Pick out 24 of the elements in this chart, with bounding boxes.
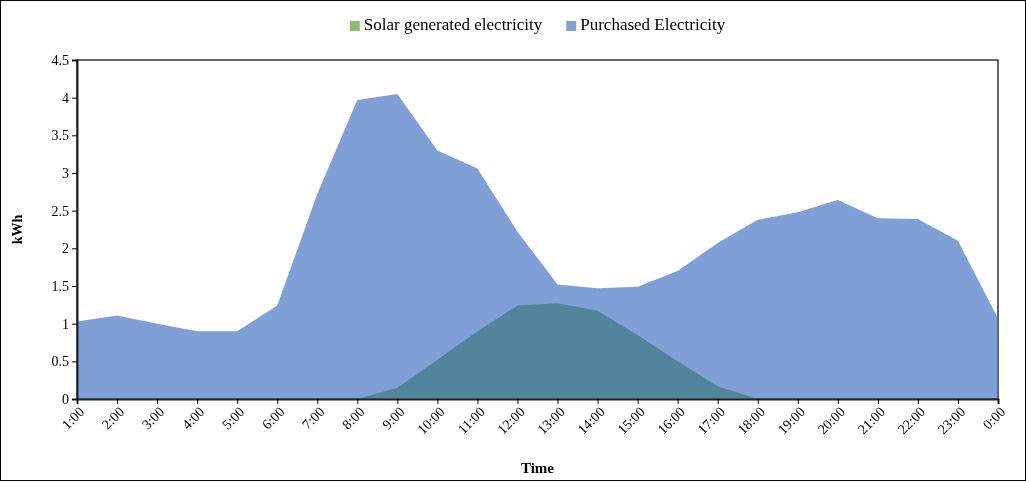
x-tick-label: 8:00 — [339, 404, 368, 433]
x-tick-label: 9:00 — [379, 404, 408, 433]
x-tick-label: 3:00 — [139, 404, 168, 433]
y-tick-label: 4.5 — [51, 52, 69, 68]
x-tick-label: 5:00 — [219, 404, 248, 433]
y-tick-label: 2 — [62, 241, 69, 257]
y-tick-label: 0 — [62, 391, 69, 407]
y-tick-label: 1.5 — [51, 278, 69, 294]
y-tick-label: 2.5 — [51, 203, 69, 219]
legend-label: Solar generated electricity — [363, 15, 543, 34]
y-axis-title: kWh — [10, 214, 25, 245]
x-tick-label: 4:00 — [179, 404, 208, 433]
legend-label: Purchased Electricity — [580, 15, 726, 34]
y-tick-label: 3.5 — [51, 128, 69, 144]
y-tick-label: 0.5 — [51, 354, 69, 370]
y-tick-label: 1 — [62, 316, 69, 332]
y-tick-label: 4 — [62, 90, 69, 106]
x-tick-label: 0:00 — [980, 404, 1009, 433]
x-tick-label: 1:00 — [59, 404, 88, 433]
y-tick-label: 3 — [62, 165, 69, 181]
x-tick-label: 7:00 — [299, 404, 328, 433]
x-axis-title: Time — [520, 460, 555, 476]
x-tick-label: 2:00 — [99, 404, 128, 433]
x-tick-label: 6:00 — [259, 404, 288, 433]
